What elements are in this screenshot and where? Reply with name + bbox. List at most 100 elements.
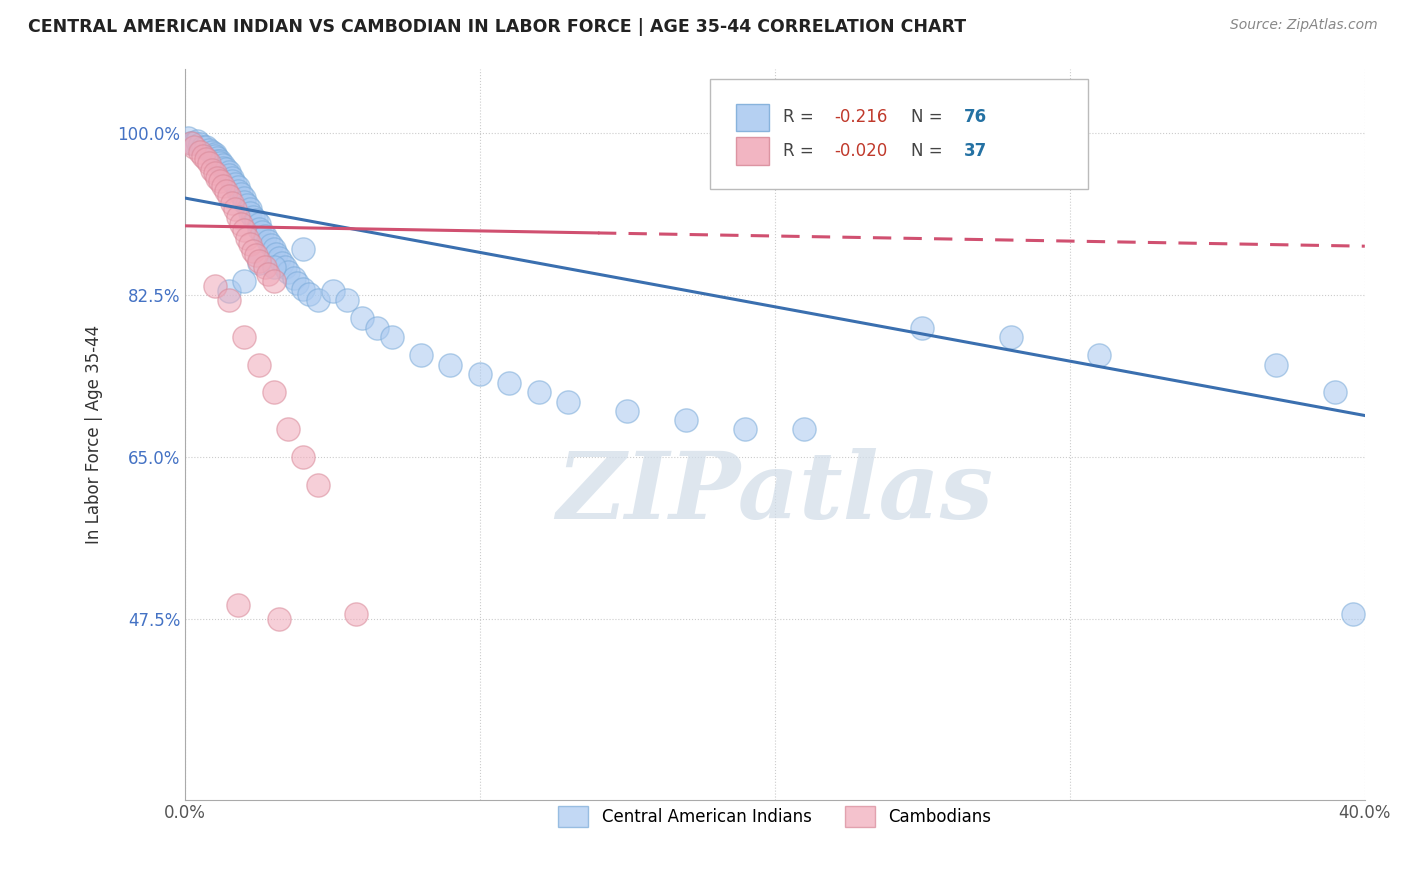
- Point: [209, 174, 232, 188]
- Point: [468, 367, 491, 381]
- Text: N =: N =: [911, 109, 948, 127]
- Point: [734, 422, 756, 436]
- Point: [197, 156, 219, 170]
- Point: [204, 166, 226, 180]
- Point: [212, 179, 235, 194]
- Y-axis label: In Labor Force | Age 35-44: In Labor Force | Age 35-44: [86, 325, 103, 543]
- Point: [212, 158, 235, 172]
- Point: [675, 413, 697, 427]
- Text: 37: 37: [963, 142, 987, 161]
- Point: [191, 149, 214, 163]
- Point: [229, 217, 252, 231]
- Point: [527, 385, 550, 400]
- Point: [233, 191, 256, 205]
- Point: [180, 136, 202, 150]
- Point: [263, 260, 285, 275]
- Point: [209, 156, 232, 170]
- Point: [253, 229, 276, 244]
- Point: [233, 223, 256, 237]
- Point: [1000, 330, 1022, 344]
- Point: [188, 145, 211, 159]
- Point: [221, 195, 243, 210]
- FancyBboxPatch shape: [710, 79, 1088, 189]
- Point: [256, 234, 278, 248]
- Point: [366, 320, 388, 334]
- Point: [209, 154, 232, 169]
- Point: [180, 136, 202, 150]
- Point: [221, 170, 243, 185]
- Point: [266, 246, 288, 260]
- Point: [218, 284, 240, 298]
- Point: [239, 237, 262, 252]
- Point: [292, 242, 315, 256]
- Point: [177, 131, 200, 145]
- Point: [274, 260, 297, 275]
- Point: [263, 385, 285, 400]
- Point: [277, 265, 299, 279]
- Point: [344, 607, 367, 622]
- Bar: [735, 137, 769, 165]
- Point: [186, 134, 208, 148]
- Point: [263, 274, 285, 288]
- Point: [616, 404, 638, 418]
- Point: [292, 450, 315, 465]
- Point: [197, 143, 219, 157]
- Point: [247, 254, 270, 268]
- Point: [245, 248, 267, 262]
- Point: [245, 213, 267, 227]
- Point: [242, 244, 264, 258]
- Point: [247, 217, 270, 231]
- Point: [498, 376, 520, 391]
- Point: [218, 293, 240, 307]
- Point: [200, 145, 222, 159]
- Point: [247, 358, 270, 372]
- Point: [229, 187, 252, 202]
- Point: [188, 137, 211, 152]
- Text: Source: ZipAtlas.com: Source: ZipAtlas.com: [1230, 18, 1378, 32]
- Point: [194, 152, 217, 166]
- Point: [1341, 607, 1364, 622]
- Point: [380, 330, 402, 344]
- Point: [263, 242, 285, 256]
- Point: [233, 330, 256, 344]
- Point: [224, 177, 246, 191]
- Point: [204, 279, 226, 293]
- Point: [336, 293, 359, 307]
- Point: [247, 256, 270, 270]
- Point: [233, 194, 256, 209]
- Point: [1088, 348, 1111, 362]
- Point: [215, 162, 238, 177]
- Point: [215, 184, 238, 198]
- Point: [271, 256, 294, 270]
- Text: R =: R =: [783, 142, 820, 161]
- Point: [183, 140, 205, 154]
- Point: [307, 293, 329, 307]
- Point: [239, 202, 262, 216]
- Point: [322, 284, 344, 298]
- Text: -0.020: -0.020: [834, 142, 887, 161]
- Point: [224, 202, 246, 216]
- Point: [350, 311, 373, 326]
- Point: [292, 282, 315, 296]
- Point: [212, 161, 235, 175]
- Point: [204, 149, 226, 163]
- Point: [439, 358, 461, 372]
- Point: [269, 612, 291, 626]
- Point: [236, 198, 259, 212]
- Text: R =: R =: [783, 109, 820, 127]
- Point: [207, 154, 229, 169]
- Point: [236, 231, 259, 245]
- Point: [911, 320, 934, 334]
- Point: [242, 210, 264, 224]
- Point: [253, 260, 276, 275]
- Point: [204, 146, 226, 161]
- Point: [200, 163, 222, 178]
- Point: [239, 206, 262, 220]
- Text: ZIPatlas: ZIPatlas: [557, 448, 994, 538]
- Point: [409, 348, 432, 362]
- Point: [1265, 358, 1288, 372]
- Point: [226, 184, 249, 198]
- Point: [207, 151, 229, 165]
- Point: [259, 238, 281, 252]
- Point: [298, 287, 321, 301]
